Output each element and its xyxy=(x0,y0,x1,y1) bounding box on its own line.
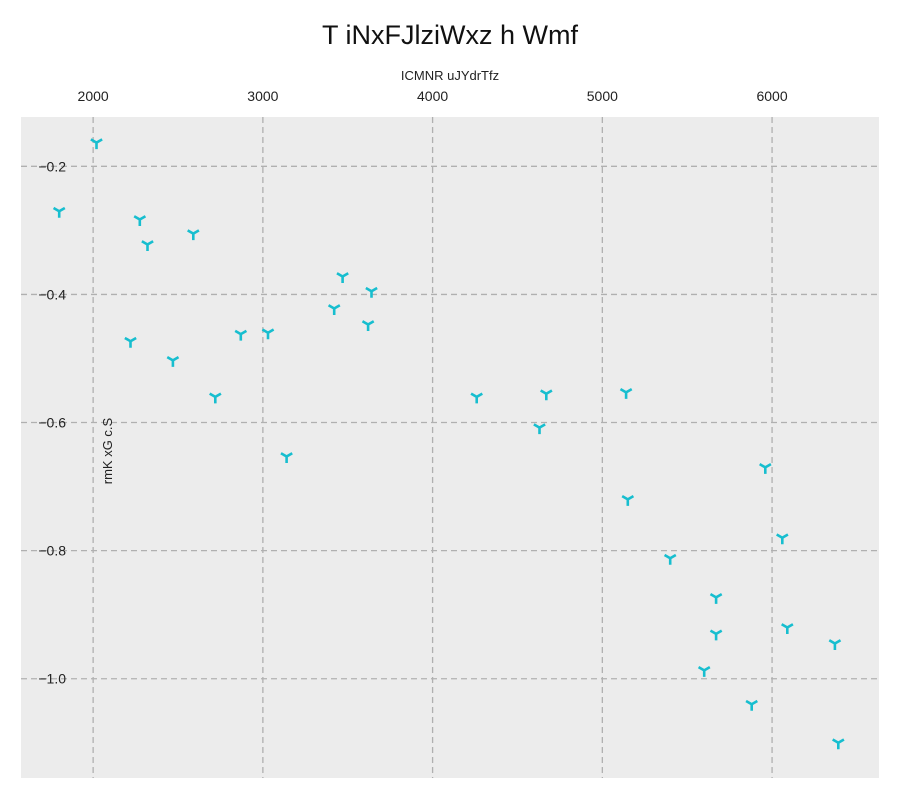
scatter-point xyxy=(776,533,789,545)
chart-title: T iNxFJlziWxz h Wmf xyxy=(322,20,578,50)
scatter-point xyxy=(621,495,635,506)
scatter-point xyxy=(533,423,546,435)
x-tick-label: 3000 xyxy=(247,88,278,104)
scatter-point xyxy=(261,328,275,340)
y-axis-label: rmK xG c.S xyxy=(100,417,115,484)
scatter-point xyxy=(470,392,483,404)
scatter-point xyxy=(759,463,772,474)
grid xyxy=(21,117,879,778)
scatter-point xyxy=(619,388,633,399)
scatter-point xyxy=(327,304,341,315)
x-axis-label: ICMNR uJYdrTfz xyxy=(401,68,499,83)
tick-labels: 2000 3000 4000 5000 6000 −0.2 −0.4 −0.6 −0.8 −1.0 xyxy=(38,88,787,687)
scatter-point xyxy=(141,240,154,251)
scatter-point xyxy=(133,215,147,226)
x-tick-label: 2000 xyxy=(78,88,109,104)
x-tick-label: 5000 xyxy=(587,88,618,104)
y-tick-label: −0.6 xyxy=(38,415,66,431)
scatter-point xyxy=(709,593,723,604)
scatter-point xyxy=(709,629,723,641)
scatter-point xyxy=(828,639,842,650)
y-tick-label: −0.8 xyxy=(38,543,66,559)
y-tick-label: −0.4 xyxy=(38,286,66,302)
scatter-point xyxy=(832,738,845,750)
data-points xyxy=(52,138,845,750)
scatter-point xyxy=(280,452,293,463)
scatter-point xyxy=(234,329,248,341)
scatter-point xyxy=(166,356,180,367)
scatter-point xyxy=(52,206,66,218)
scatter-point xyxy=(336,272,349,283)
y-tick-label: −0.2 xyxy=(38,158,66,174)
scatter-point xyxy=(697,666,711,677)
scatter-point xyxy=(540,389,553,401)
scatter-point xyxy=(209,392,222,404)
scatter-point xyxy=(90,138,103,150)
scatter-point xyxy=(745,699,758,711)
scatter-point xyxy=(124,336,137,348)
scatter-point xyxy=(361,320,375,331)
scatter-point xyxy=(663,553,677,565)
scatter-point xyxy=(781,623,794,634)
x-tick-label: 4000 xyxy=(417,88,448,104)
x-tick-label: 6000 xyxy=(756,88,787,104)
y-tick-label: −1.0 xyxy=(38,671,66,687)
scatter-point xyxy=(187,229,200,241)
plot-area xyxy=(21,117,879,778)
scatter-point xyxy=(365,286,378,298)
